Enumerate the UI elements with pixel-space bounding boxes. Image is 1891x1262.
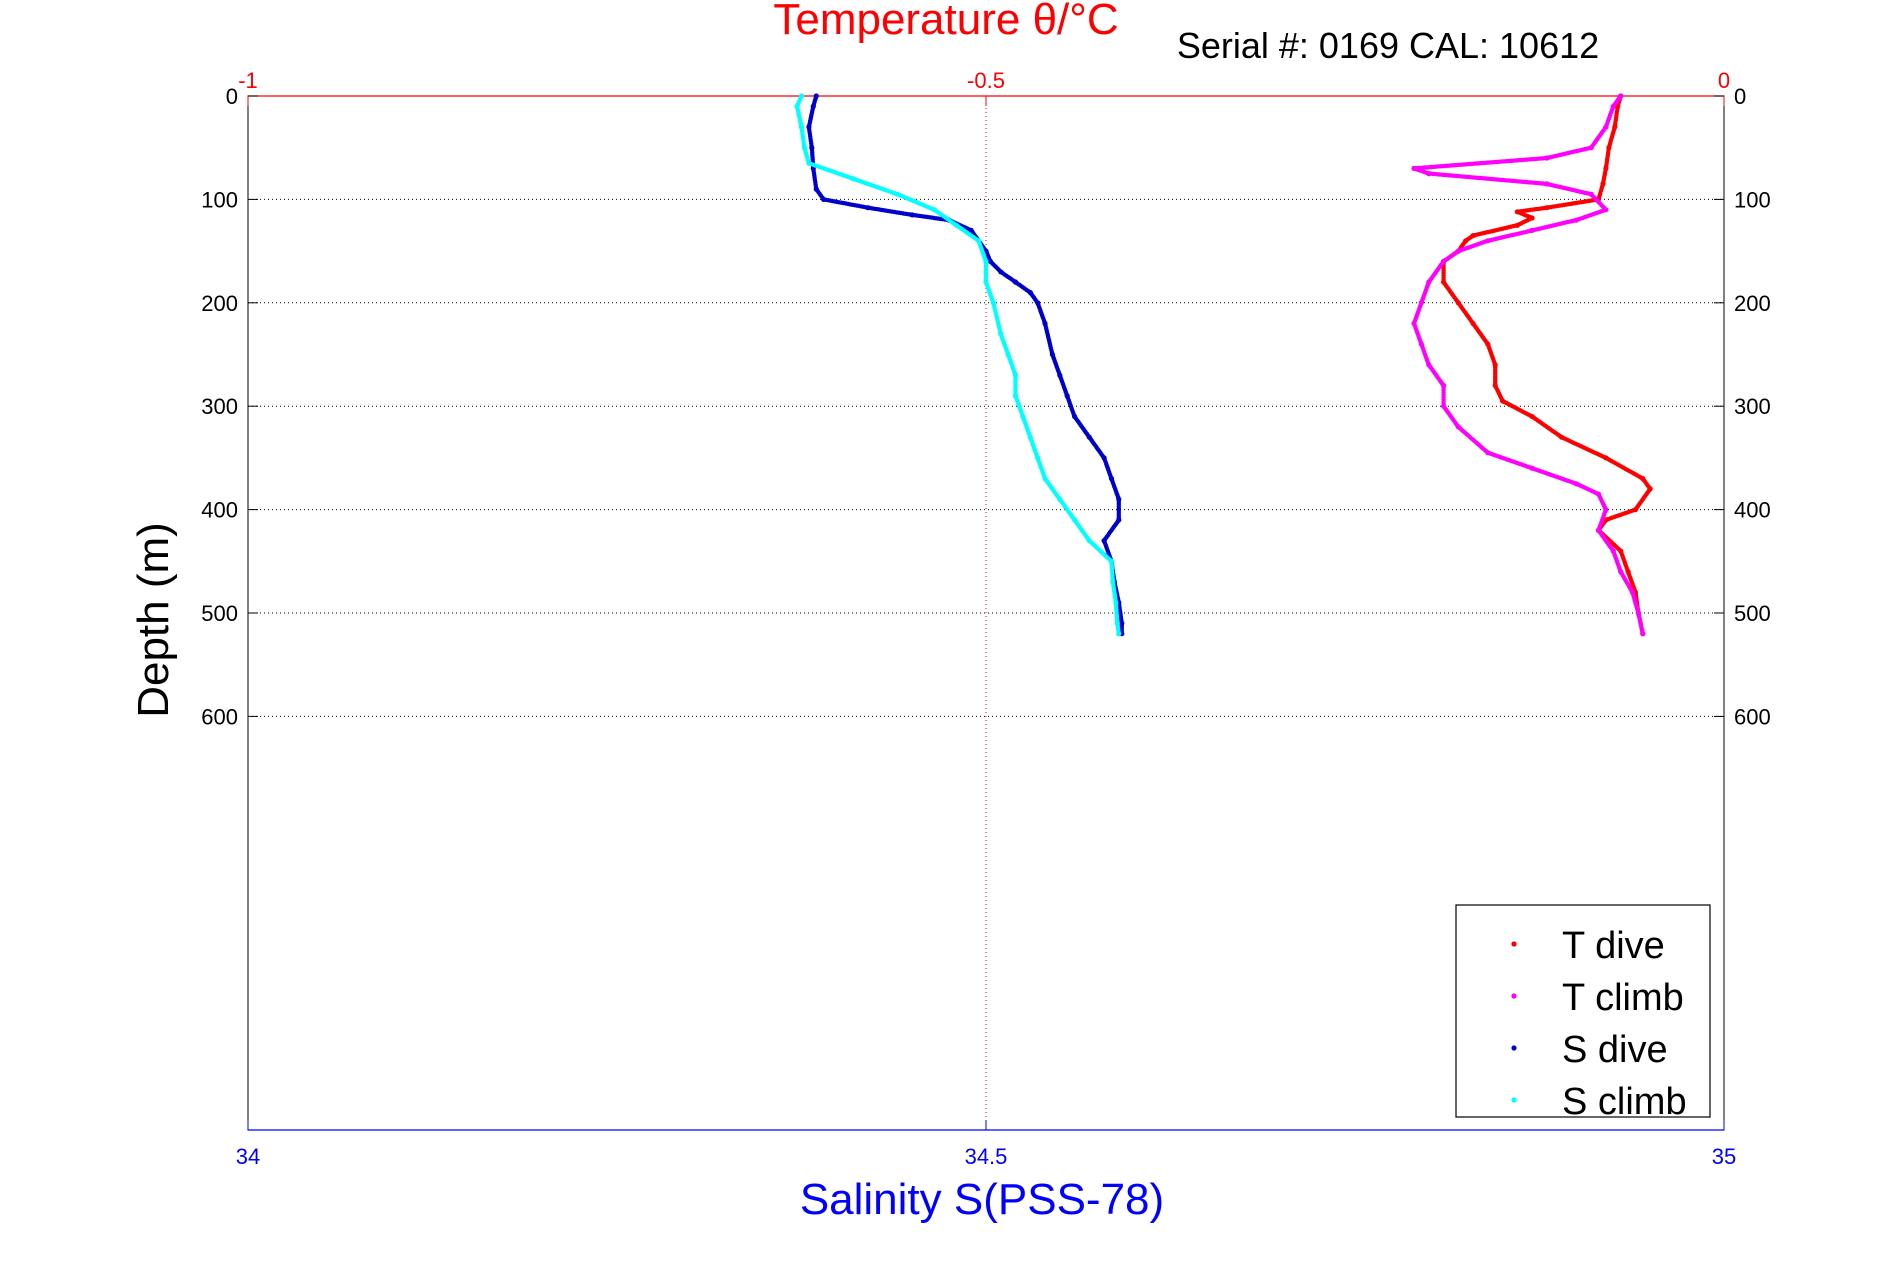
salinity-tick-label: 34 bbox=[236, 1144, 260, 1169]
data-series bbox=[794, 93, 1653, 637]
legend-marker bbox=[1511, 993, 1517, 999]
depth-tick-label-left: 100 bbox=[201, 187, 238, 212]
salinity-tick-label: 34.5 bbox=[965, 1144, 1008, 1169]
salinity-axis-title: Salinity S(PSS-78) bbox=[800, 1175, 1164, 1224]
series-t-climb bbox=[1411, 93, 1646, 637]
depth-tick-label-right: 300 bbox=[1734, 394, 1771, 419]
depth-tick-label-right: 200 bbox=[1734, 291, 1771, 316]
depth-tick-label-left: 200 bbox=[201, 291, 238, 316]
series-s-climb bbox=[794, 93, 1122, 637]
legend-entries: T dive T climb S dive S climb bbox=[1511, 925, 1687, 1123]
legend-marker bbox=[1511, 941, 1517, 947]
temperature-tick-label: 0 bbox=[1718, 68, 1730, 93]
legend-box bbox=[1455, 904, 1711, 1118]
depth-tick-label-left: 400 bbox=[201, 498, 238, 523]
legend-label: T dive bbox=[1562, 925, 1665, 967]
temperature-axis-title: Temperature θ/°C bbox=[773, 0, 1118, 44]
temperature-tick-label: -0.5 bbox=[967, 68, 1005, 93]
legend-label: S dive bbox=[1562, 1029, 1668, 1071]
series-t-dive bbox=[1441, 93, 1653, 637]
legend-marker bbox=[1511, 1097, 1517, 1103]
legend-label: T climb bbox=[1562, 977, 1684, 1019]
depth-tick-label-right: 0 bbox=[1734, 84, 1746, 109]
serial-annotation: Serial #: 0169 CAL: 10612 bbox=[1177, 25, 1599, 66]
data-point bbox=[1618, 93, 1624, 99]
legend-marker bbox=[1511, 1045, 1517, 1051]
depth-tick-label-left: 300 bbox=[201, 394, 238, 419]
temperature-tick-label: -1 bbox=[238, 68, 258, 93]
depth-tick-label-right: 500 bbox=[1734, 601, 1771, 626]
legend-label: S climb bbox=[1562, 1081, 1687, 1123]
depth-tick-label-right: 600 bbox=[1734, 704, 1771, 729]
depth-tick-label-right: 400 bbox=[1734, 498, 1771, 523]
salinity-tick-label: 35 bbox=[1712, 1144, 1736, 1169]
depth-tick-label-left: 500 bbox=[201, 601, 238, 626]
depth-tick-label-left: 600 bbox=[201, 704, 238, 729]
depth-tick-label-right: 100 bbox=[1734, 187, 1771, 212]
legend: T dive T climb S dive S climb bbox=[1455, 904, 1711, 1123]
data-point bbox=[798, 93, 805, 99]
depth-axis-title: Depth (m) bbox=[129, 522, 178, 718]
depth-tick-label-left: 0 bbox=[226, 84, 238, 109]
